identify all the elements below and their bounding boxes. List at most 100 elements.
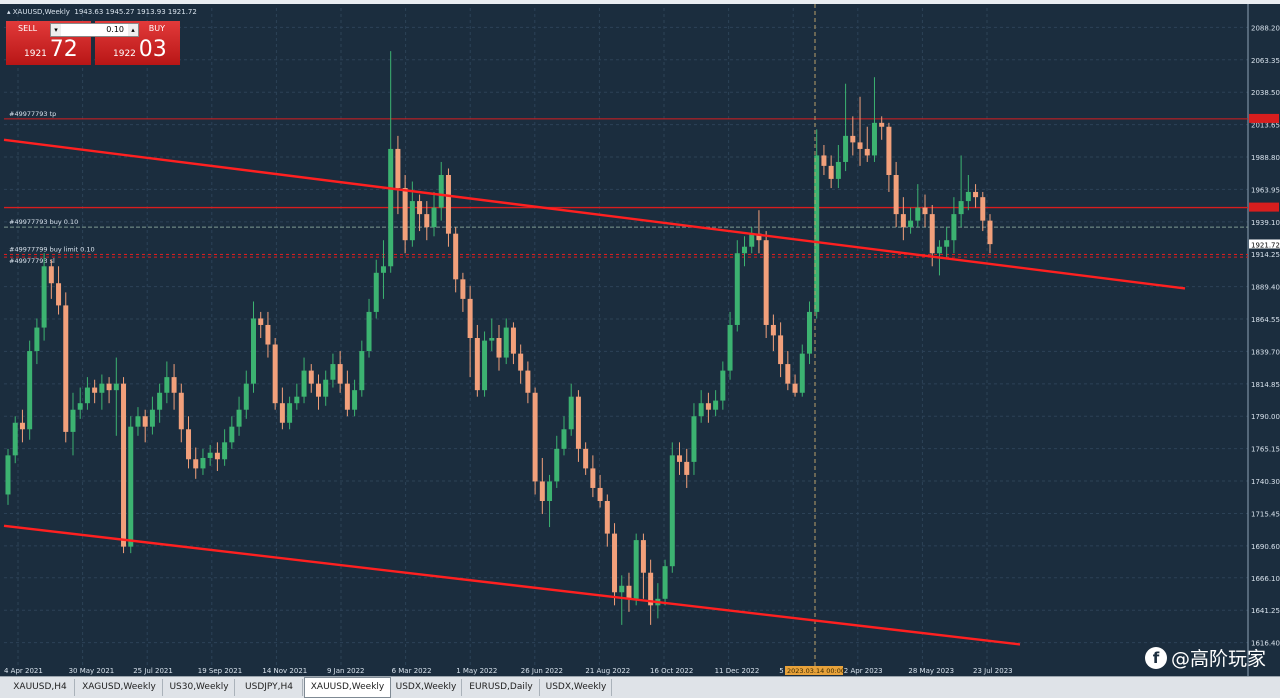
sell-label: SELL <box>18 24 38 33</box>
candle-body <box>99 383 105 393</box>
candle-body <box>171 377 177 393</box>
candle-body <box>633 540 639 599</box>
tab-xauusd-weekly[interactable]: XAUUSD,Weekly <box>304 677 391 698</box>
upper-trendline[interactable] <box>3 138 1186 290</box>
candle-body <box>366 311 372 352</box>
price-tick-label: 1963.95 <box>1251 186 1280 194</box>
time-tick-label: 9 Jan 2022 <box>327 667 365 675</box>
tab-usdjpy-h4[interactable]: USDJPY,H4 <box>236 679 303 696</box>
candle-body <box>70 409 76 432</box>
candle-body <box>814 155 820 312</box>
lot-decrease-icon[interactable]: ▾ <box>51 24 61 36</box>
candle-body <box>27 351 33 430</box>
candle-body <box>128 426 134 547</box>
buy-price-big: 03 <box>138 37 167 62</box>
candle-body <box>301 370 307 397</box>
crosshair-time-marker <box>785 666 843 675</box>
tp-price-marker <box>1249 113 1279 123</box>
tab-usdx-weekly[interactable]: USDX,Weekly <box>391 679 462 696</box>
candle-body <box>222 442 228 460</box>
candle-body <box>619 585 625 593</box>
candle-body <box>243 383 249 410</box>
candle-body <box>525 370 531 393</box>
candle-body <box>287 403 293 423</box>
symbol-name: XAUUSD,Weekly <box>12 8 70 16</box>
candle-body <box>944 240 950 247</box>
tab-eurusd-daily[interactable]: EURUSD,Daily <box>463 679 540 696</box>
candle-body <box>936 246 942 254</box>
tab-xauusd-h4[interactable]: XAUUSD,H4 <box>6 679 75 696</box>
candle-body <box>720 370 726 401</box>
candle-body <box>705 403 711 410</box>
symbol-header: ▴ XAUUSD,Weekly 1943.63 1945.27 1913.93 … <box>7 8 197 16</box>
candle-body <box>474 338 480 391</box>
candle-body <box>922 207 928 215</box>
price-tick-label: 1914.25 <box>1251 251 1280 259</box>
candle-body <box>380 266 386 273</box>
price-tick-label: 1690.60 <box>1251 543 1280 551</box>
candle-body <box>850 135 856 143</box>
candle-body <box>879 122 885 127</box>
candle-body <box>63 305 69 432</box>
candle-body <box>821 155 827 166</box>
candle-body <box>799 353 805 393</box>
time-tick-label: 25 Jul 2021 <box>133 667 173 675</box>
candle-body <box>626 585 632 599</box>
sell-price-big: 72 <box>49 37 78 62</box>
candle-body <box>467 298 473 338</box>
candle-body <box>337 364 343 384</box>
candle-body <box>583 448 589 469</box>
candlestick-chart[interactable]: 2088.20 2063.35 2038.50 2013.65 1988.80 1963.… <box>0 4 1280 676</box>
price-tick-label: 2088.20 <box>1251 24 1280 32</box>
price-tick-label: 1715.45 <box>1251 510 1280 518</box>
price-tick-label: 1765.15 <box>1251 446 1280 454</box>
candle-body <box>265 324 271 345</box>
candle-body <box>763 240 769 325</box>
candle-body <box>48 266 54 284</box>
candle-body <box>770 324 776 336</box>
tp-line-label: #49977793 tp <box>9 110 56 118</box>
lot-increase-icon[interactable]: ▴ <box>128 24 138 36</box>
candle-body <box>236 409 242 427</box>
candle-body <box>713 400 719 410</box>
time-tick-label: 21 Aug 2022 <box>585 667 630 675</box>
lot-size-input[interactable]: ▾ 0.10 ▴ <box>50 23 139 37</box>
candle-body <box>460 279 466 299</box>
price-tick-label: 1740.30 <box>1251 478 1280 486</box>
chart-background <box>0 4 1280 676</box>
tab-usdx-weekly[interactable]: USDX,Weekly <box>541 679 612 696</box>
tab-xagusd-weekly[interactable]: XAGUSD,Weekly <box>76 679 163 696</box>
candle-body <box>539 481 545 501</box>
candle-body <box>409 201 415 241</box>
candle-body <box>806 311 812 354</box>
time-tick-label: 28 May 2023 <box>908 667 954 675</box>
candle-body <box>453 233 459 280</box>
candle-body <box>489 338 495 341</box>
time-tick-label: 23 Jul 2023 <box>973 667 1013 675</box>
candle-body <box>742 246 747 254</box>
time-tick-label: 30 May 2021 <box>69 667 115 675</box>
candle-body <box>431 207 437 228</box>
level-price-marker <box>1249 202 1279 212</box>
candle-body <box>251 318 256 384</box>
candle-body <box>792 383 798 393</box>
candle-body <box>135 416 141 427</box>
crosshair-time-label: 2023.03.14 00:00 <box>787 667 845 675</box>
candle-body <box>915 207 921 221</box>
candle-body <box>258 318 264 325</box>
candle-body <box>684 461 690 475</box>
chart-area[interactable]: 2088.20 2063.35 2038.50 2013.65 1988.80 1963.… <box>0 4 1280 676</box>
buy-line-label: #49977793 buy 0.10 <box>9 218 78 226</box>
candle-body <box>352 390 358 410</box>
price-tick-label: 1939.10 <box>1251 219 1280 227</box>
candle-body <box>958 201 964 215</box>
candle-body <box>193 459 199 469</box>
time-tick-label: 4 Apr 2021 <box>4 667 43 675</box>
lower-trendline[interactable] <box>3 524 1021 646</box>
candle-body <box>518 353 524 371</box>
candle-body <box>669 455 675 567</box>
tab-us30-weekly[interactable]: US30,Weekly <box>164 679 235 696</box>
time-tick-label: 1 May 2022 <box>456 667 497 675</box>
candle-body <box>640 540 646 573</box>
candle-body <box>561 429 567 449</box>
